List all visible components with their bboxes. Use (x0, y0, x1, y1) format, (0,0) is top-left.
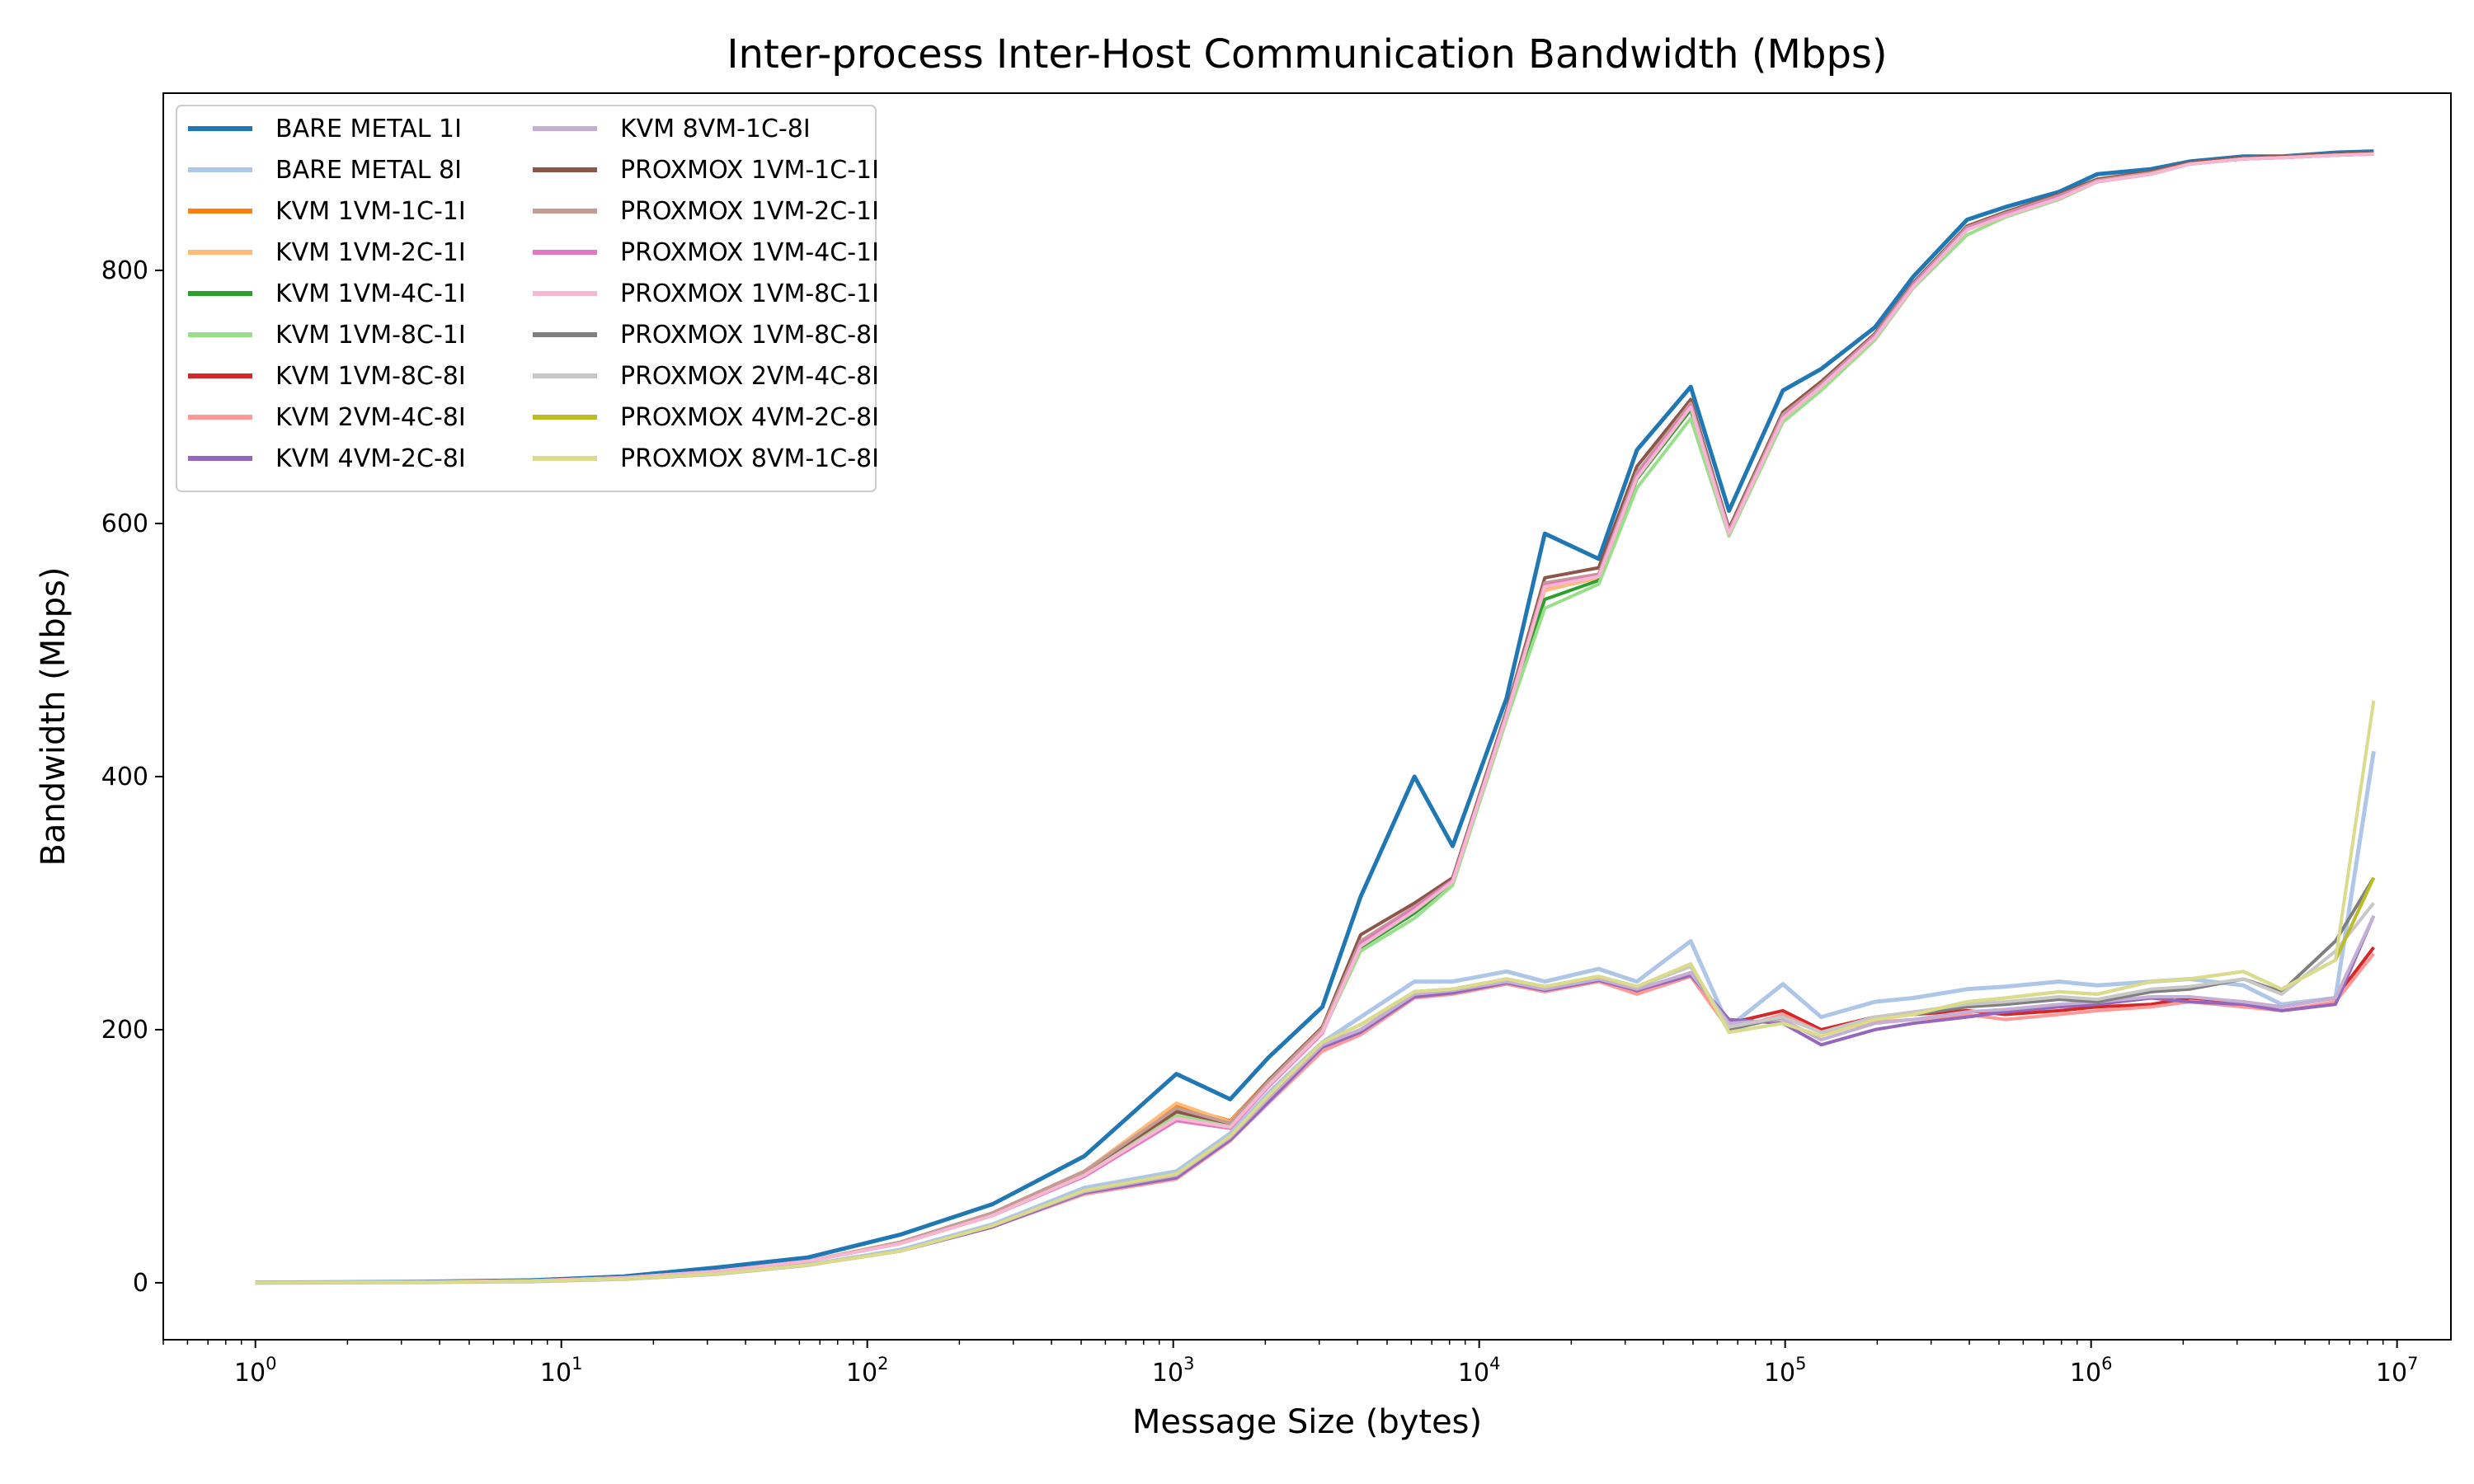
chart-legend: BARE METAL 1I BARE METAL 8I KVM 1VM-1C-1I K… (176, 105, 879, 492)
legend-label: PROXMOX 8VM-1C-8I (620, 444, 879, 473)
x-tick-label: 102 (846, 1354, 889, 1388)
y-axis-title: Bandwidth (Mbps) (35, 566, 73, 866)
x-tick-label: 103 (1152, 1354, 1195, 1388)
legend-label: KVM 2VM-4C-8I (275, 403, 466, 432)
series-layer (255, 149, 2376, 1285)
x-tick-label: 101 (540, 1354, 583, 1388)
y-tick-label: 400 (101, 763, 148, 791)
legend-label: BARE METAL 1I (275, 115, 462, 143)
legend-label: PROXMOX 1VM-1C-1I (620, 156, 879, 185)
x-tick-label: 107 (2376, 1354, 2419, 1388)
y-tick-label: 0 (133, 1269, 148, 1298)
y-tick-label: 600 (101, 510, 148, 538)
y-axis: 0 200 400 600 800 (101, 256, 163, 1298)
legend-label: PROXMOX 2VM-4C-8I (620, 362, 879, 391)
y-tick-label: 800 (101, 256, 148, 285)
legend-label: KVM 8VM-1C-8I (620, 115, 811, 143)
series-line-13 (255, 152, 2374, 1284)
x-tick-label: 100 (234, 1354, 277, 1388)
x-tick-label: 105 (1764, 1354, 1807, 1388)
legend-label: KVM 1VM-8C-8I (275, 362, 466, 391)
x-axis-title: Message Size (bytes) (1132, 1403, 1482, 1441)
legend-label: PROXMOX 1VM-2C-1I (620, 197, 879, 226)
legend-label: KVM 1VM-2C-1I (275, 238, 466, 267)
y-tick-label: 200 (101, 1016, 148, 1045)
x-axis: 100 101 102 103 104 105 106 107 (162, 1340, 2419, 1388)
x-tick-label: 104 (1458, 1354, 1501, 1388)
chart-title: Inter-process Inter-Host Communication B… (727, 31, 1887, 77)
series-line-17 (255, 700, 2376, 1284)
legend-label: PROXMOX 1VM-8C-1I (620, 279, 879, 308)
legend-label: PROXMOX 4VM-2C-8I (620, 403, 879, 432)
legend-label: KVM 1VM-1C-1I (275, 197, 466, 226)
legend-label: BARE METAL 8I (275, 156, 462, 185)
x-tick-label: 106 (2070, 1354, 2113, 1388)
legend-frame (176, 105, 877, 492)
legend-label: PROXMOX 1VM-8C-8I (620, 321, 879, 350)
plot-area-frame (162, 92, 2452, 1341)
legend-label: KVM 1VM-8C-1I (275, 321, 466, 350)
legend-label: KVM 4VM-2C-8I (275, 444, 466, 473)
legend-label: KVM 1VM-4C-1I (275, 279, 466, 308)
legend-label: PROXMOX 1VM-4C-1I (620, 238, 879, 267)
series-line-0 (255, 149, 2374, 1285)
